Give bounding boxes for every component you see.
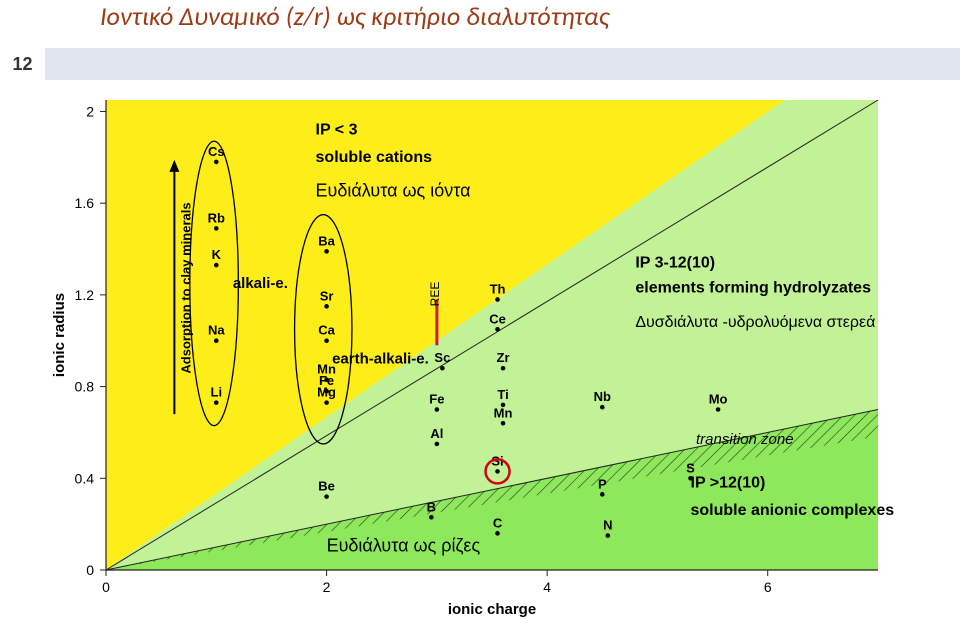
group-label-alkali: alkali-e. bbox=[233, 275, 288, 292]
point-Cs bbox=[214, 160, 219, 165]
title-after: ) ως κριτήριο διαλυτότητας bbox=[323, 0, 610, 32]
point-label-Fe: Fe bbox=[429, 392, 444, 407]
ionic-potential-chart: 0 2 4 6 0 0.4 0.8 1.2 1.6 2 ionic charge ionic radi… bbox=[50, 88, 930, 628]
caption-gr_cat: Ευδιάλυτα ως ιόντα bbox=[316, 180, 471, 200]
caption-gr_an: Ευδιάλυτα ως ρίζες bbox=[327, 536, 481, 556]
point-label-Mn: Mn bbox=[494, 405, 513, 420]
point-label-Sr: Sr bbox=[320, 288, 334, 303]
caption-ip12b: soluble anionic complexes bbox=[691, 502, 895, 519]
point-Be bbox=[324, 494, 329, 499]
point-label-Th: Th bbox=[490, 281, 506, 296]
caption-ip10a: IP 3-12(10) bbox=[635, 254, 715, 271]
point-Ce bbox=[495, 327, 500, 332]
title-before: Ιοντικό Δυναμικό ( bbox=[100, 0, 294, 32]
caption-tz: transition zone bbox=[696, 431, 794, 448]
point-label-B: B bbox=[427, 499, 436, 514]
point-Nb bbox=[600, 405, 605, 410]
point-label-K: K bbox=[212, 247, 222, 262]
y-tick-label: 0.4 bbox=[75, 470, 95, 486]
point-Mn bbox=[501, 421, 506, 426]
point-N bbox=[606, 533, 611, 538]
adsorption-label: Adsorption to clay minerals bbox=[178, 202, 193, 373]
x-tick-label: 2 bbox=[323, 579, 331, 595]
point-label-Rb: Rb bbox=[208, 210, 225, 225]
point-label-Na: Na bbox=[208, 323, 225, 338]
caption-gr_hyd: Δυσδιάλυτα -υδρολυόμενα στερεά bbox=[635, 314, 875, 331]
x-axis-label: ionic charge bbox=[448, 601, 536, 618]
header-bar-bg bbox=[45, 48, 960, 80]
point-B bbox=[429, 515, 434, 520]
point-Si bbox=[495, 469, 500, 474]
caption-ip12a: IP >12(10) bbox=[691, 474, 766, 491]
point-label-Ce: Ce bbox=[489, 311, 506, 326]
point-Zr bbox=[501, 366, 506, 371]
x-tick-label: 6 bbox=[764, 579, 772, 595]
point-label-Al: Al bbox=[430, 426, 443, 441]
point-C bbox=[495, 531, 500, 536]
group-label-earth: earth-alkali-e. bbox=[332, 351, 429, 368]
point-Al bbox=[435, 442, 440, 447]
point-label-Sc: Sc bbox=[434, 350, 450, 365]
y-axis-label: ionic radius bbox=[51, 293, 68, 377]
point-Mo bbox=[716, 407, 721, 412]
point-label-C: C bbox=[493, 515, 503, 530]
point-label-Ba: Ba bbox=[318, 233, 335, 248]
point-label-Ca: Ca bbox=[318, 323, 335, 338]
title-ital: z/r bbox=[294, 0, 323, 32]
point-Sc bbox=[440, 366, 445, 371]
point-Ba bbox=[324, 249, 329, 254]
caption-ip3a: IP < 3 bbox=[316, 121, 358, 138]
point-label-Li: Li bbox=[211, 385, 223, 400]
point-Fe bbox=[435, 407, 440, 412]
y-tick-label: 0 bbox=[86, 562, 94, 578]
header-bar: 12 bbox=[0, 48, 960, 84]
point-label-Be: Be bbox=[318, 479, 335, 494]
point-Na bbox=[214, 338, 219, 343]
point-label-Mg: Mg bbox=[317, 385, 336, 400]
y-tick-label: 1.6 bbox=[75, 195, 95, 211]
x-tick-label: 0 bbox=[102, 579, 110, 595]
point-label-S: S bbox=[686, 460, 695, 475]
slide-number: 12 bbox=[0, 48, 45, 80]
point-label-Nb: Nb bbox=[594, 389, 611, 404]
point-Th bbox=[495, 297, 500, 302]
point-Sr bbox=[324, 304, 329, 309]
caption-ip10b: elements forming hydrolyzates bbox=[635, 280, 871, 297]
y-tick-label: 1.2 bbox=[75, 287, 95, 303]
point-Ca bbox=[324, 338, 329, 343]
y-tick-label: 2 bbox=[86, 103, 94, 119]
point-label-Ti: Ti bbox=[497, 387, 508, 402]
point-label-P: P bbox=[598, 476, 607, 491]
point-Rb bbox=[214, 226, 219, 231]
chart-container: 0 2 4 6 0 0.4 0.8 1.2 1.6 2 ionic charge ionic radi… bbox=[50, 88, 930, 628]
x-tick-label: 4 bbox=[543, 579, 551, 595]
point-label-Zr: Zr bbox=[497, 350, 510, 365]
point-label-Mo: Mo bbox=[709, 392, 728, 407]
point-Li bbox=[214, 400, 219, 405]
page-title: Ιοντικό Δυναμικό (z/r) ως κριτήριο διαλυ… bbox=[100, 0, 609, 32]
point-label-Cs: Cs bbox=[208, 144, 225, 159]
point-P bbox=[600, 492, 605, 497]
point-label-N: N bbox=[603, 518, 612, 533]
caption-ip3b: soluble cations bbox=[316, 149, 433, 166]
point-K bbox=[214, 263, 219, 268]
y-tick-label: 0.8 bbox=[75, 379, 95, 395]
group-label-ree: REE bbox=[428, 282, 442, 307]
point-Mg bbox=[324, 400, 329, 405]
